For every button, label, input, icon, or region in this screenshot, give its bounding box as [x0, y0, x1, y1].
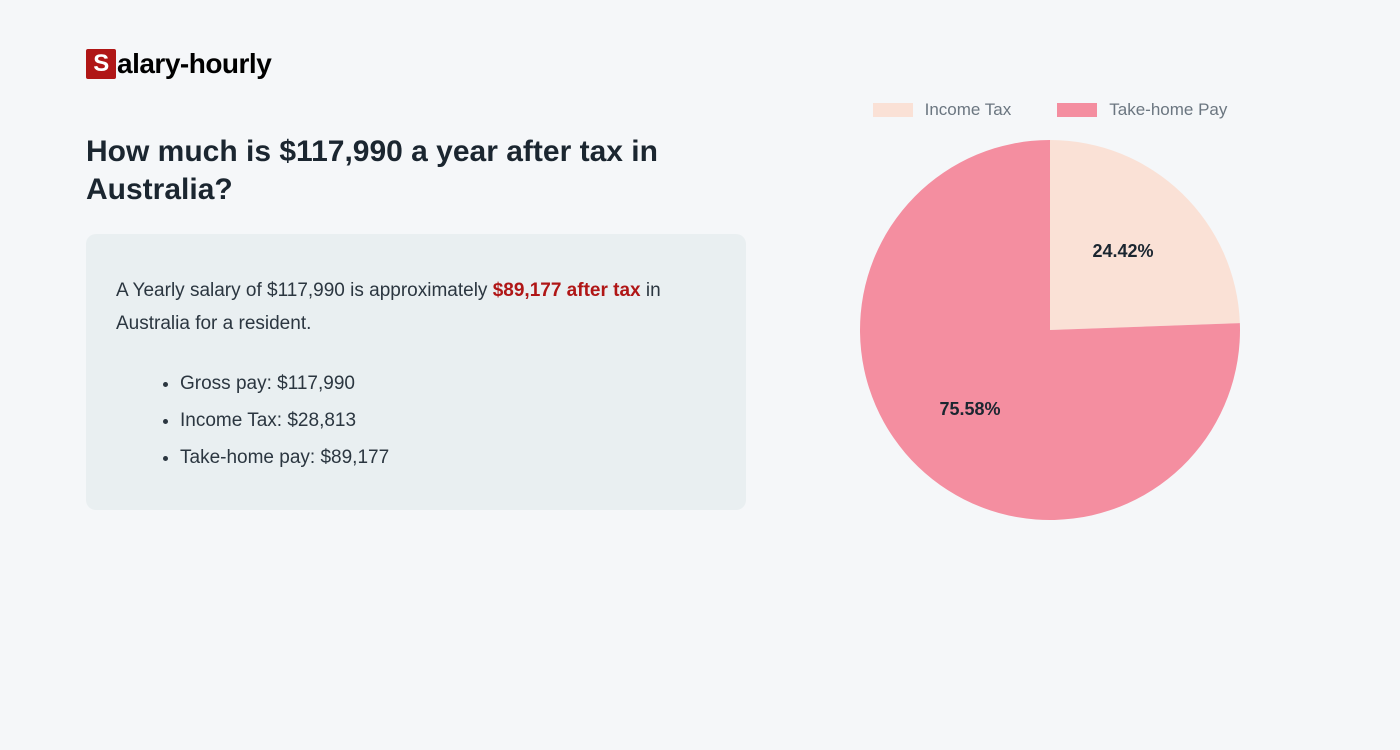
summary-list: Gross pay: $117,990 Income Tax: $28,813 … [116, 365, 716, 476]
chart-legend: Income Tax Take-home Pay [820, 100, 1280, 120]
summary-card: A Yearly salary of $117,990 is approxima… [86, 234, 746, 510]
summary-sentence: A Yearly salary of $117,990 is approxima… [116, 274, 716, 341]
legend-item-take-home: Take-home Pay [1057, 100, 1227, 120]
legend-item-income-tax: Income Tax [873, 100, 1012, 120]
list-item: Take-home pay: $89,177 [180, 439, 716, 476]
list-item: Gross pay: $117,990 [180, 365, 716, 402]
list-item: Income Tax: $28,813 [180, 402, 716, 439]
logo-initial: S [86, 49, 116, 79]
pie-chart: Income Tax Take-home Pay 24.42% 75.58% [820, 100, 1280, 520]
summary-prefix: A Yearly salary of $117,990 is approxima… [116, 280, 493, 301]
page-title: How much is $117,990 a year after tax in… [86, 133, 746, 208]
site-logo: Salary-hourly [86, 48, 271, 80]
pie-svg [860, 140, 1240, 520]
pie-slice [1050, 140, 1240, 330]
legend-swatch [1057, 103, 1097, 117]
legend-label: Income Tax [925, 100, 1012, 120]
legend-label: Take-home Pay [1109, 100, 1227, 120]
slice-label: 75.58% [940, 399, 1001, 420]
after-tax-amount: $89,177 after tax [493, 280, 641, 301]
slice-label: 24.42% [1092, 241, 1153, 262]
logo-text: alary-hourly [117, 48, 271, 80]
pie-container: 24.42% 75.58% [860, 140, 1240, 520]
legend-swatch [873, 103, 913, 117]
